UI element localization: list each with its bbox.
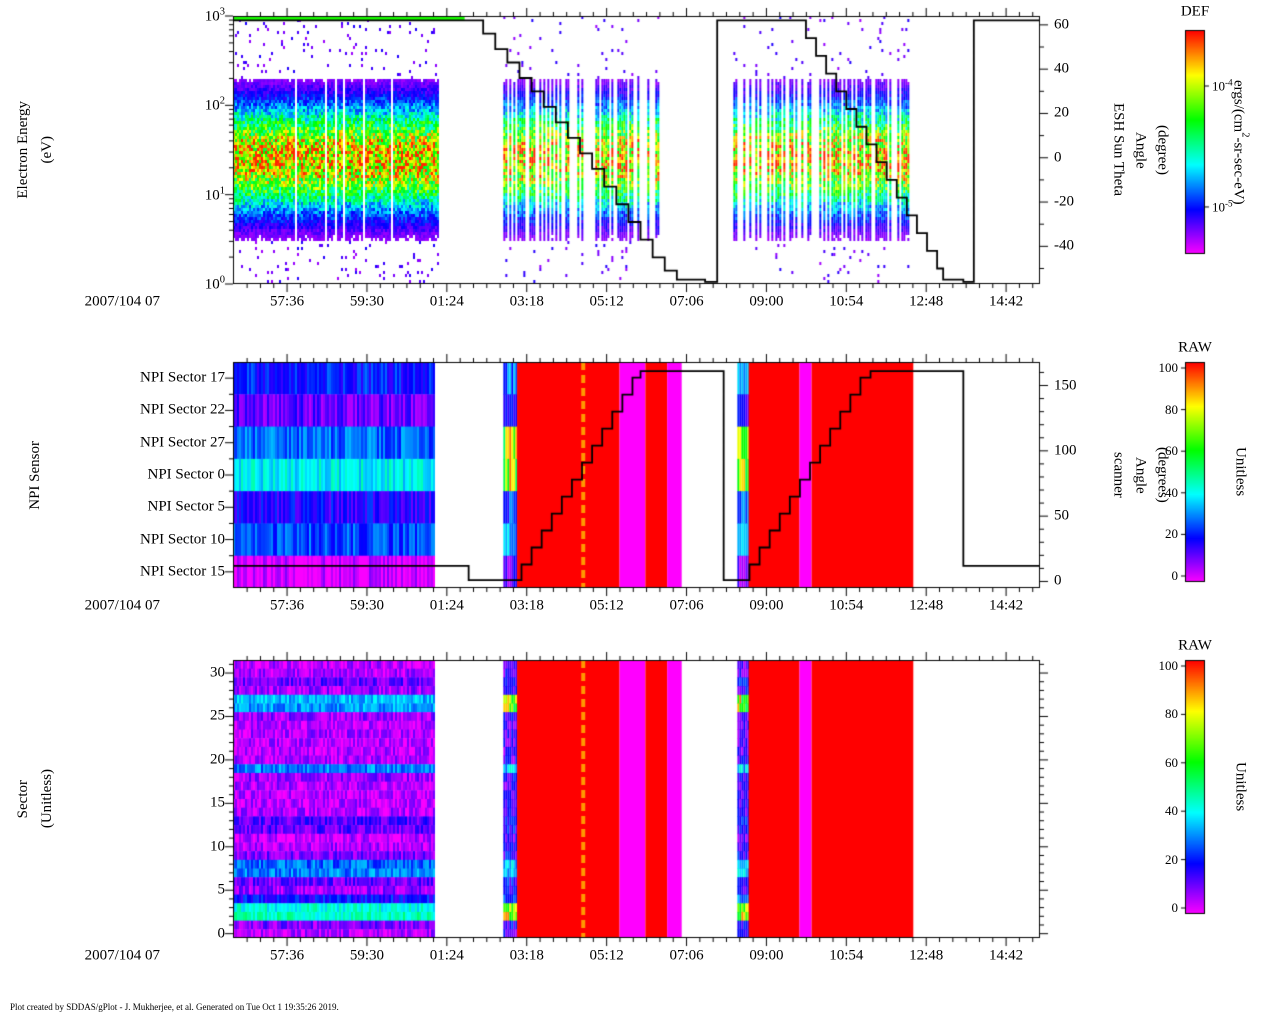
sector-title-box: Sector — [12, 660, 34, 938]
def-colorbar-units-box: ergs/(cm2-sr-sec-eV) — [1228, 30, 1252, 254]
unitless-label-panel2: Unitless — [1232, 447, 1249, 497]
sector-axis-title: Sector — [14, 779, 31, 819]
unitless-label-panel3-box: Unitless — [1228, 660, 1252, 914]
theta-angle-label-box: Angle — [1130, 16, 1150, 284]
electron-energy-title-box: Electron Energy — [12, 16, 34, 284]
scanner-title: scanner — [1110, 452, 1127, 498]
scanner-angle-label: Angle — [1132, 456, 1149, 494]
unitless-label-panel3: Unitless — [1232, 762, 1249, 812]
raw-colorbar-title-panel2: RAW — [1178, 339, 1212, 356]
esh-sun-theta-title: ESH Sun Theta — [1110, 103, 1127, 197]
scanner-degrees-label: (degrees) — [1154, 447, 1171, 503]
electron-energy-axis-units: (eV) — [38, 136, 55, 164]
electron-energy-units-box: (eV) — [36, 16, 58, 284]
def-colorbar-units: ergs/(cm2-sr-sec-eV) — [1230, 79, 1251, 205]
panel3-date-label: 2007/104 07 — [84, 947, 160, 964]
sector-units-box: (Unitless) — [36, 660, 58, 938]
raw-colorbar-title-panel3: RAW — [1178, 637, 1212, 654]
footer-credit: Plot created by SDDAS/gPlot - J. Mukherj… — [10, 1002, 339, 1012]
unitless-label-panel2-box: Unitless — [1228, 362, 1252, 582]
scanner-title-box: scanner — [1108, 362, 1128, 588]
theta-degree-label: (degree) — [1154, 125, 1171, 175]
esh-sun-theta-title-box: ESH Sun Theta — [1108, 16, 1128, 284]
npi-sensor-axis-title: NPI Sensor — [26, 440, 43, 510]
scanner-angle-label-box: Angle — [1130, 362, 1150, 588]
def-colorbar-title: DEF — [1180, 3, 1210, 20]
scanner-degrees-label-box: (degrees) — [1152, 362, 1172, 588]
sector-axis-units: (Unitless) — [38, 769, 55, 829]
electron-energy-axis-title: Electron Energy — [14, 101, 31, 199]
theta-angle-label: Angle — [1132, 131, 1149, 169]
panel1-date-label: 2007/104 07 — [84, 293, 160, 310]
panel2-date-label: 2007/104 07 — [84, 597, 160, 614]
theta-degree-label-box: (degree) — [1152, 16, 1172, 284]
npi-sensor-title-box: NPI Sensor — [24, 362, 46, 588]
